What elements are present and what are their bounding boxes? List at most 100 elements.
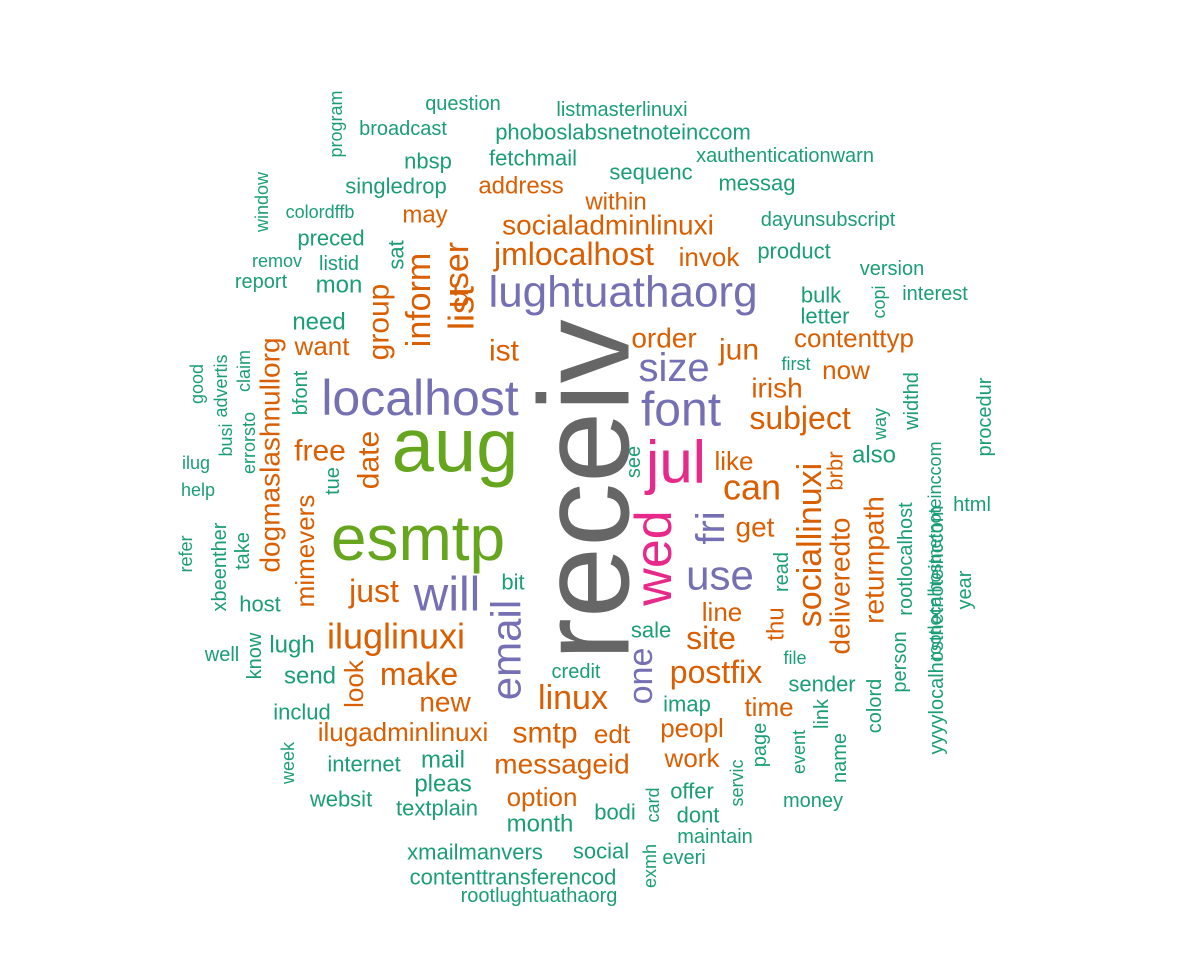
word-preced: preced <box>297 226 364 251</box>
word-pleas: pleas <box>414 771 471 798</box>
word-textplain: textplain <box>396 796 478 821</box>
word-window: window <box>252 171 272 233</box>
word-want: want <box>294 331 351 361</box>
word-thu: thu <box>763 607 790 640</box>
word-letter: letter <box>801 304 850 329</box>
word-person: person <box>889 631 911 692</box>
word-group: group <box>363 284 396 361</box>
word-can: can <box>723 467 781 508</box>
word-need: need <box>292 309 345 336</box>
word-sat: sat <box>384 240 409 269</box>
word-inform: inform <box>400 253 438 347</box>
word-bulk: bulk <box>801 283 842 308</box>
word-order: order <box>631 323 696 354</box>
word-date: date <box>353 431 386 489</box>
word-link: link <box>811 698 833 729</box>
word-within: within <box>584 189 646 216</box>
word-get: get <box>736 512 775 543</box>
word-xmailmanvers: xmailmanvers <box>407 840 543 865</box>
word-interest: interest <box>902 283 968 305</box>
word-rootlughtuathaorg: rootlughtuathaorg <box>461 885 618 907</box>
word-question: question <box>425 93 501 115</box>
word-broadcast: broadcast <box>359 118 447 140</box>
word-use: use <box>686 552 754 599</box>
word-localhost: localhost <box>321 370 518 426</box>
word-listmasterlinuxi: listmasterlinuxi <box>556 99 687 121</box>
word-invok: invok <box>679 242 741 272</box>
word-copi: copi <box>869 285 889 318</box>
word-procedur: procedur <box>974 377 996 456</box>
word-socialadminlinuxi: socialadminlinuxi <box>502 210 714 241</box>
word-email: email <box>483 600 530 700</box>
word-smtp: smtp <box>512 717 577 750</box>
word-month: month <box>507 811 574 838</box>
word-receiv: receiv <box>514 319 657 660</box>
word-first: first <box>782 354 811 374</box>
word-maintain: maintain <box>677 826 753 848</box>
word-will: will <box>413 569 481 622</box>
word-wed: wed <box>625 510 683 606</box>
word-social: social <box>573 839 629 864</box>
word-send: send <box>284 663 336 690</box>
word-user: user <box>438 242 476 308</box>
word-sale: sale <box>631 618 671 643</box>
word-list: list <box>441 286 482 330</box>
word-colordffb: colordffb <box>286 202 355 222</box>
word-exmh: exmh <box>640 844 660 888</box>
word-contenttyp: contenttyp <box>794 323 914 353</box>
word-widthd: widthd <box>901 372 923 431</box>
word-version: version <box>860 258 924 280</box>
word-dont: dont <box>677 803 720 828</box>
word-site: site <box>686 620 736 656</box>
word-rootlocalhostnetnoteinccom: rootlocalhostnetnoteinccom <box>925 441 945 660</box>
word-servic: servic <box>727 759 747 806</box>
word-linux: linux <box>538 679 608 717</box>
word-ilug: ilug <box>182 453 210 473</box>
word-week: week <box>278 741 298 785</box>
word-lugh: lugh <box>269 632 314 659</box>
word-file: file <box>783 648 806 668</box>
word-font: font <box>641 384 721 437</box>
word-busi: busi <box>216 423 236 456</box>
word-rootlocalhost: rootlocalhost <box>895 502 917 616</box>
word-fri: fri <box>689 511 733 544</box>
word-ist: ist <box>489 335 520 368</box>
word-tue: tue <box>322 467 344 495</box>
word-ilugadminlinuxi: ilugadminlinuxi <box>318 717 489 747</box>
word-singledrop: singledrop <box>345 174 447 199</box>
word-advertis: advertis <box>211 354 231 417</box>
word-report: report <box>235 271 288 293</box>
word-option: option <box>507 782 578 812</box>
word-nbsp: nbsp <box>404 149 452 174</box>
word-iluglinuxi: iluglinuxi <box>327 616 465 657</box>
word-subject: subject <box>749 400 851 436</box>
word-sequenc: sequenc <box>609 160 692 185</box>
word-now: now <box>822 355 870 385</box>
word-irish: irish <box>751 373 802 404</box>
word-like: like <box>714 446 753 476</box>
word-errorsto: errorsto <box>239 412 259 474</box>
word-name: name <box>829 733 851 783</box>
word-phoboslabsnetnoteinccom: phoboslabsnetnoteinccom <box>495 120 751 145</box>
word-mon: mon <box>316 272 363 299</box>
word-take: take <box>232 532 254 570</box>
word-also: also <box>852 442 896 469</box>
word-websit: websit <box>309 787 372 812</box>
word-may: may <box>402 202 447 229</box>
word-jmlocalhost: jmlocalhost <box>493 236 654 272</box>
word-everi: everi <box>662 847 705 869</box>
word-year: year <box>954 570 976 609</box>
word-xbeenther: xbeenther <box>209 522 231 611</box>
word-credit: credit <box>552 661 601 683</box>
word-new: new <box>419 687 471 718</box>
word-edt: edt <box>594 719 631 749</box>
word-page: page <box>749 723 771 768</box>
word-bfont: bfont <box>290 370 312 415</box>
word-fetchmail: fetchmail <box>489 146 577 171</box>
word-contenttransferencod: contenttransferencod <box>410 865 617 890</box>
word-colord: colord <box>864 679 886 733</box>
word-look: look <box>339 659 369 708</box>
word-imap: imap <box>663 692 711 717</box>
word-bit: bit <box>501 570 524 595</box>
